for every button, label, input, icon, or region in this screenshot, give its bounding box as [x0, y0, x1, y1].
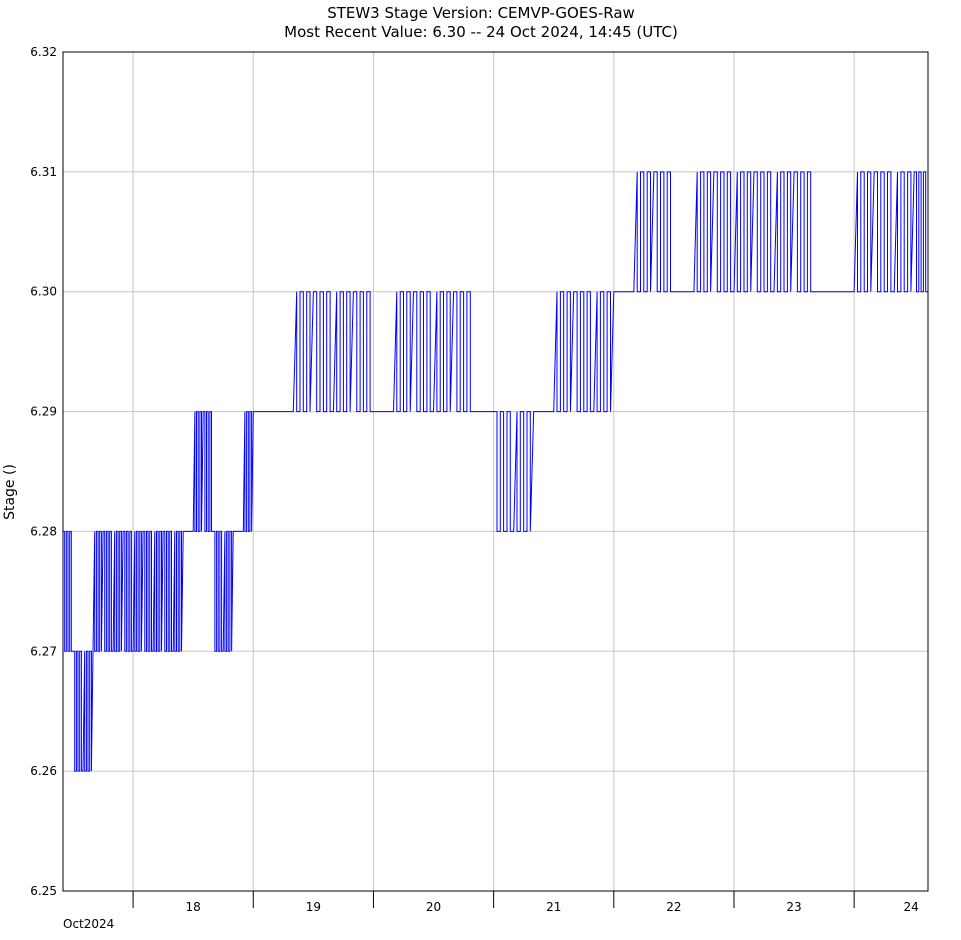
y-axis-label: Stage () [2, 464, 18, 520]
y-tick-label: 6.31 [30, 165, 57, 179]
x-tick-label: 18 [186, 900, 201, 914]
chart-subtitle: Most Recent Value: 6.30 -- 24 Oct 2024, … [284, 23, 678, 41]
x-tick-label: 20 [426, 900, 441, 914]
y-tick-label: 6.26 [30, 764, 57, 778]
x-tick-label: 24 [903, 900, 918, 914]
plot-frame [62, 51, 929, 892]
y-tick-label: 6.25 [30, 884, 57, 898]
stage-series-line [63, 171, 928, 772]
y-tick-labels: 6.25 6.26 6.27 6.28 6.29 6.30 6.31 6.32 [30, 45, 57, 898]
x-tick-label: 22 [666, 900, 681, 914]
chart-title: STEW3 Stage Version: CEMVP-GOES-Raw [327, 4, 635, 22]
y-tick-label: 6.28 [30, 524, 57, 538]
x-tick-label: 21 [546, 900, 561, 914]
x-month-label: Oct2024 [63, 917, 114, 931]
x-tick-label: 23 [786, 900, 801, 914]
y-tick-label: 6.27 [30, 644, 57, 658]
x-tick-labels: 18 19 20 21 22 23 24 [132, 891, 919, 914]
y-tick-label: 6.29 [30, 405, 57, 419]
grid-lines [63, 52, 928, 891]
y-tick-label: 6.30 [30, 285, 57, 299]
series-layer [63, 171, 928, 772]
y-tick-label: 6.32 [30, 45, 57, 59]
x-tick-label: 19 [306, 900, 321, 914]
